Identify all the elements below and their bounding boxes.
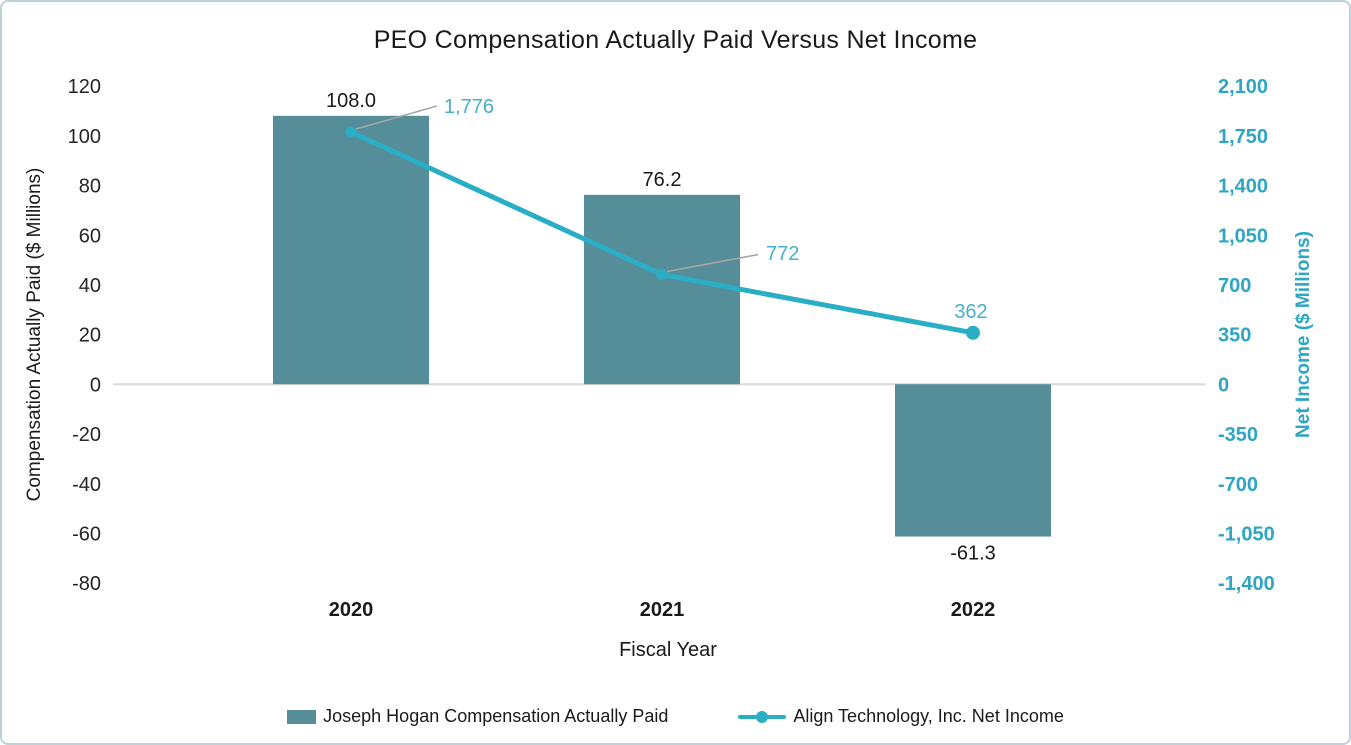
x-tick-label-2021: 2021 (640, 599, 685, 621)
bar-value-label-2020: 108.0 (326, 90, 376, 112)
right-axis-tick-label: 1,750 (1218, 126, 1268, 148)
legend-label-compensation: Joseph Hogan Compensation Actually Paid (323, 706, 669, 726)
right-axis-tick-label: -1,050 (1218, 524, 1275, 546)
legend-item-net-income[interactable]: Align Technology, Inc. Net Income (738, 706, 1064, 727)
left-axis-tick-label: 20 (79, 325, 101, 347)
chart-title: PEO Compensation Actually Paid Versus Ne… (373, 26, 978, 54)
line-value-label-2020: 1,776 (444, 96, 494, 118)
line-series-swatch-icon (738, 710, 787, 724)
line-value-label-2022: 362 (954, 301, 987, 323)
line-value-label-2021: 772 (766, 243, 799, 265)
legend-label-net-income: Align Technology, Inc. Net Income (793, 706, 1064, 726)
legend-item-compensation[interactable]: Joseph Hogan Compensation Actually Paid (287, 706, 668, 727)
bar-value-label-2022: -61.3 (950, 543, 996, 565)
left-axis-tick-label: 60 (79, 225, 101, 247)
x-tick-label-2020: 2020 (329, 599, 374, 621)
left-axis-tick-label: 120 (68, 76, 101, 98)
left-axis-tick-label: -40 (72, 474, 101, 496)
left-axis-tick-label: 100 (68, 126, 101, 148)
right-axis-tick-label: 0 (1218, 374, 1229, 396)
line-point-2020[interactable] (345, 126, 357, 138)
right-axis-tick-label: -1,400 (1218, 573, 1275, 595)
bar-2020[interactable] (273, 115, 429, 385)
right-axis-tick-label: 700 (1218, 275, 1251, 297)
legend: Joseph Hogan Compensation Actually Paid … (2, 706, 1349, 727)
left-axis-title: Compensation Actually Paid ($ Millions) (24, 168, 45, 502)
leader-line-2021 (666, 253, 759, 273)
bar-2022[interactable] (895, 384, 1051, 537)
line-point-2022[interactable] (966, 325, 980, 340)
right-axis-tick-label: -350 (1218, 424, 1258, 446)
right-axis-tick-label: 350 (1218, 325, 1251, 347)
leader-line-2020 (355, 105, 438, 130)
x-axis-title: Fiscal Year (619, 639, 717, 661)
bar-2021[interactable] (584, 194, 740, 385)
left-axis-tick-label: 40 (79, 275, 101, 297)
right-axis-tick-label: 2,100 (1218, 76, 1268, 98)
line-point-2021[interactable] (656, 269, 668, 281)
right-axis-title: Net Income ($ Millions) (1293, 231, 1314, 438)
bar-value-label-2021: 76.2 (643, 169, 682, 191)
left-axis-tick-label: -20 (72, 424, 101, 446)
right-axis-tick-label: 1,050 (1218, 225, 1268, 247)
bar-series-swatch-icon (287, 709, 317, 724)
left-axis-tick-label: -80 (72, 573, 101, 595)
x-tick-label-2022: 2022 (951, 599, 996, 621)
right-axis-tick-label: 1,400 (1218, 176, 1268, 198)
left-axis-tick-label: 0 (90, 374, 101, 396)
left-axis-tick-label: -60 (72, 524, 101, 546)
right-axis-tick-label: -700 (1218, 474, 1258, 496)
left-axis-tick-label: 80 (79, 176, 101, 198)
